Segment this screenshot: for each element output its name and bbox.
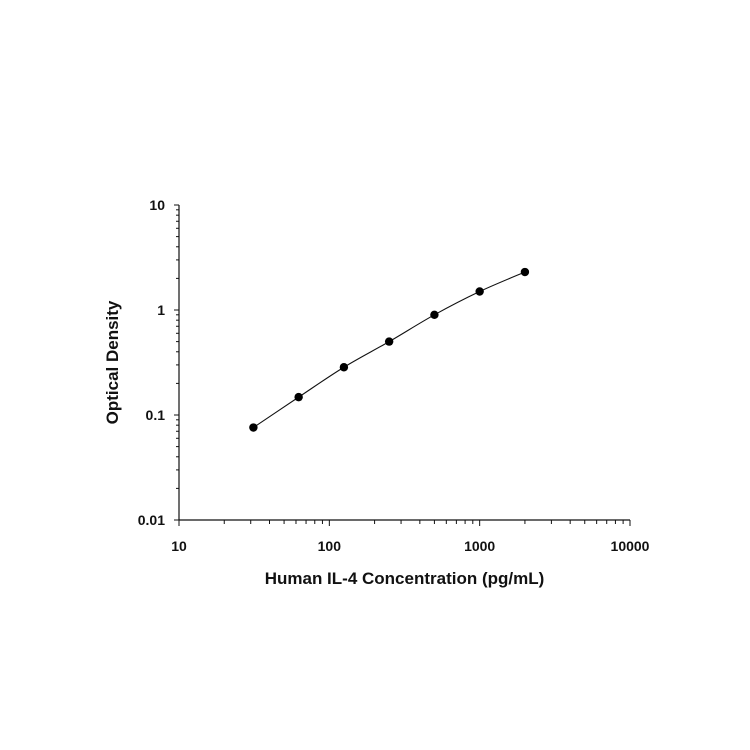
y-tick-label: 0.1 [146, 407, 166, 423]
y-tick-label: 1 [157, 302, 165, 318]
y-axis-title: Optical Density [103, 300, 122, 424]
y-tick-label: 10 [149, 197, 165, 213]
x-tick-label: 1000 [464, 538, 495, 554]
x-tick-label: 10000 [611, 538, 650, 554]
x-axis-title: Human IL-4 Concentration (pg/mL) [265, 569, 545, 588]
data-point [294, 392, 303, 402]
x-tick-label: 10 [171, 538, 187, 554]
x-tick-labels: 10 100 1000 10000 [171, 538, 649, 554]
data-point [384, 337, 394, 346]
data-point [430, 310, 439, 320]
data-point [475, 287, 484, 296]
y-tick-label: 0.01 [138, 512, 165, 528]
y-tick-labels: 0.01 0.1 1 10 [138, 197, 165, 528]
data-point [249, 423, 258, 432]
fit-line [253, 271, 526, 428]
data-point [339, 363, 349, 372]
y-ticks [174, 204, 179, 521]
axes [178, 205, 630, 521]
data-point [520, 267, 530, 277]
data-points [249, 267, 530, 432]
x-ticks [178, 520, 631, 526]
x-tick-label: 100 [318, 538, 342, 554]
